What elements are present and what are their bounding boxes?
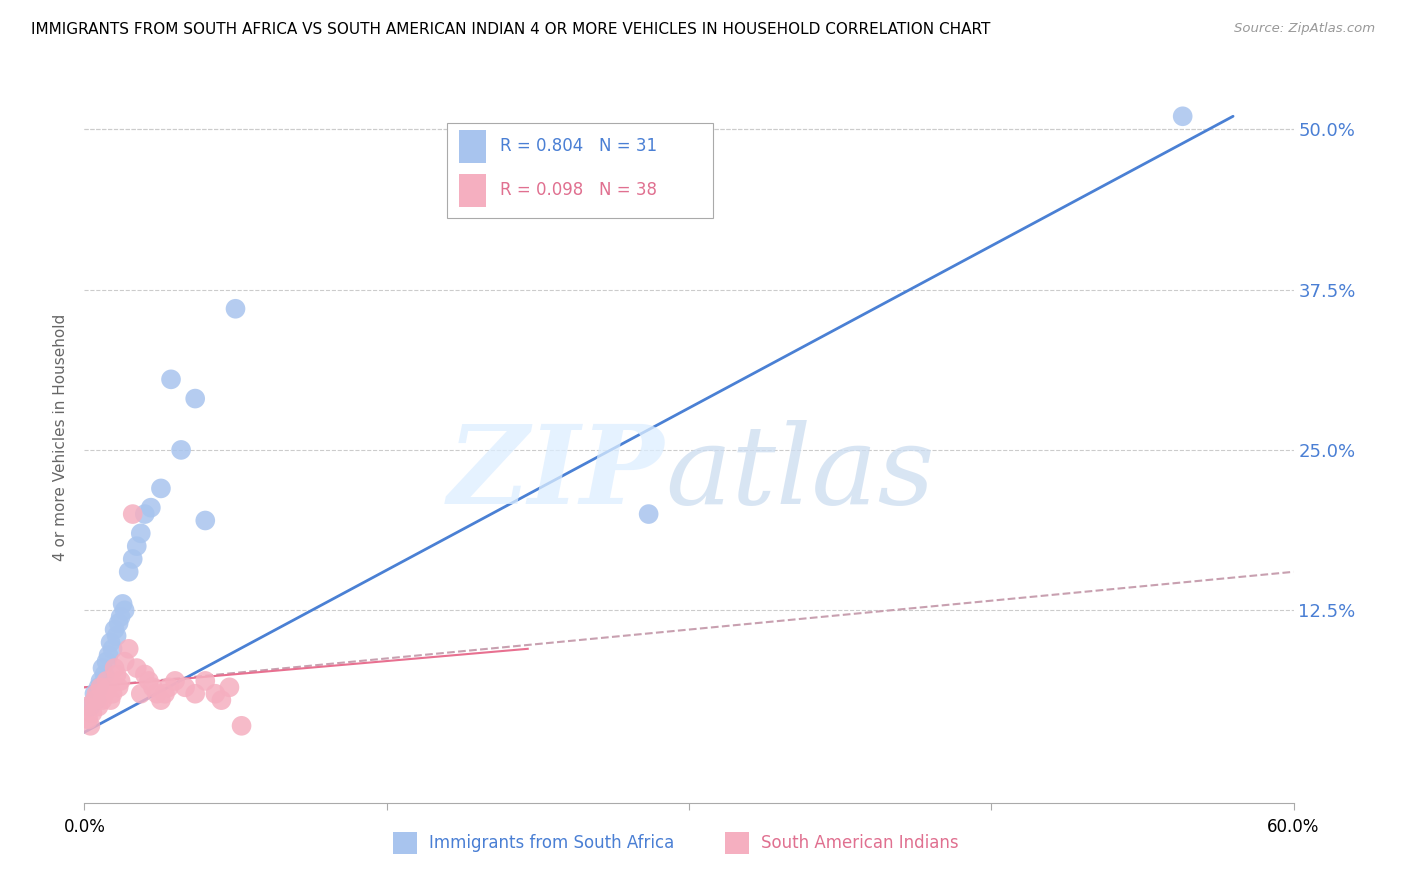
Point xyxy=(194,514,217,528)
Bar xyxy=(460,130,486,163)
Point xyxy=(91,661,114,675)
Point xyxy=(100,693,122,707)
Bar xyxy=(725,832,749,854)
Point xyxy=(138,673,160,688)
Text: Immigrants from South Africa: Immigrants from South Africa xyxy=(429,834,675,852)
Point xyxy=(93,667,115,681)
Point xyxy=(82,706,104,720)
Point xyxy=(91,693,114,707)
Point xyxy=(79,699,101,714)
Point xyxy=(87,699,110,714)
Bar xyxy=(392,832,418,854)
Point xyxy=(142,681,165,695)
Point xyxy=(93,687,115,701)
Point xyxy=(114,655,136,669)
Point xyxy=(125,539,148,553)
Point xyxy=(101,641,124,656)
Point xyxy=(118,565,141,579)
Point xyxy=(96,655,118,669)
Bar xyxy=(460,174,486,207)
Point xyxy=(87,681,110,695)
Text: IMMIGRANTS FROM SOUTH AFRICA VS SOUTH AMERICAN INDIAN 4 OR MORE VEHICLES IN HOUS: IMMIGRANTS FROM SOUTH AFRICA VS SOUTH AM… xyxy=(31,22,990,37)
Text: R = 0.804   N = 31: R = 0.804 N = 31 xyxy=(501,137,658,155)
Point xyxy=(105,667,128,681)
Point xyxy=(170,442,193,457)
Point xyxy=(114,603,136,617)
Point xyxy=(129,526,152,541)
Point xyxy=(105,629,128,643)
FancyBboxPatch shape xyxy=(447,122,713,218)
Text: R = 0.098   N = 38: R = 0.098 N = 38 xyxy=(501,181,658,199)
Point xyxy=(89,673,111,688)
Point xyxy=(184,392,207,406)
Point xyxy=(125,661,148,675)
Point xyxy=(96,673,118,688)
Text: South American Indians: South American Indians xyxy=(762,834,959,852)
Point xyxy=(153,687,176,701)
Text: 60.0%: 60.0% xyxy=(1267,818,1320,836)
Point xyxy=(110,673,132,688)
Point xyxy=(129,687,152,701)
Point xyxy=(157,681,180,695)
Point xyxy=(83,693,105,707)
Point xyxy=(97,681,120,695)
Text: 0.0%: 0.0% xyxy=(63,818,105,836)
Point xyxy=(79,719,101,733)
Point xyxy=(86,693,108,707)
Point xyxy=(104,661,127,675)
Text: atlas: atlas xyxy=(665,420,935,527)
Point xyxy=(194,673,217,688)
Point xyxy=(118,641,141,656)
Point xyxy=(134,667,156,681)
Text: Source: ZipAtlas.com: Source: ZipAtlas.com xyxy=(1234,22,1375,36)
Point xyxy=(1171,109,1194,123)
Point xyxy=(139,500,162,515)
Point xyxy=(107,616,129,631)
Point xyxy=(209,693,232,707)
Point xyxy=(107,681,129,695)
Point xyxy=(100,635,122,649)
Text: ZIP: ZIP xyxy=(449,420,665,527)
Point xyxy=(160,372,183,386)
Point xyxy=(637,507,659,521)
Point xyxy=(231,719,253,733)
Point xyxy=(134,507,156,521)
Point xyxy=(77,712,100,726)
Point xyxy=(174,681,197,695)
Point xyxy=(110,609,132,624)
Y-axis label: 4 or more Vehicles in Household: 4 or more Vehicles in Household xyxy=(53,313,69,561)
Point xyxy=(218,681,240,695)
Point xyxy=(89,681,111,695)
Point xyxy=(149,482,172,496)
Point xyxy=(225,301,247,316)
Point xyxy=(121,552,143,566)
Point xyxy=(204,687,226,701)
Point xyxy=(146,687,169,701)
Point xyxy=(149,693,172,707)
Point xyxy=(121,507,143,521)
Point xyxy=(75,699,97,714)
Point xyxy=(165,673,187,688)
Point xyxy=(86,687,108,701)
Point xyxy=(104,623,127,637)
Point xyxy=(101,687,124,701)
Point xyxy=(184,687,207,701)
Point xyxy=(83,687,105,701)
Point xyxy=(97,648,120,663)
Point xyxy=(111,597,134,611)
